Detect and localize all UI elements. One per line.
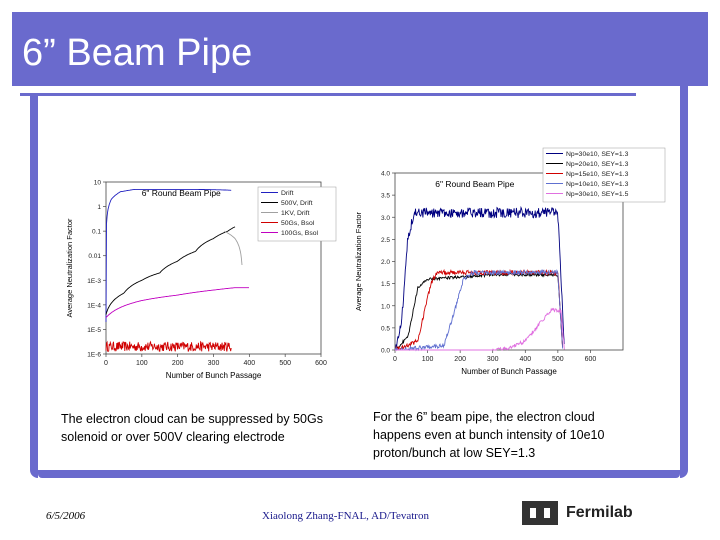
y-axis-label: Average Neutralization Factor bbox=[65, 218, 74, 318]
y-tick-label: 0.0 bbox=[381, 348, 390, 355]
y-tick-label: 1 bbox=[97, 204, 101, 211]
x-tick-label: 0 bbox=[104, 360, 108, 367]
y-tick-label: 1E-3 bbox=[87, 278, 101, 285]
footer-author: Xiaolong Zhang-FNAL, AD/Tevatron bbox=[262, 510, 429, 522]
series-line bbox=[105, 287, 249, 318]
frame-left-bar bbox=[30, 93, 38, 478]
series-line bbox=[105, 226, 236, 315]
logo-text: Fermilab bbox=[566, 504, 633, 521]
y-tick-label: 1.5 bbox=[381, 281, 390, 288]
x-tick-label: 600 bbox=[315, 360, 327, 367]
legend-label: Np=20e10, SEY=1.3 bbox=[566, 161, 629, 168]
y-tick-label: 0.1 bbox=[92, 229, 101, 236]
x-tick-label: 200 bbox=[172, 360, 184, 367]
series-line bbox=[395, 307, 565, 351]
legend-label: Drift bbox=[281, 190, 294, 197]
series-line bbox=[105, 188, 232, 323]
y-tick-label: 0.5 bbox=[381, 325, 390, 332]
y-tick-label: 3.5 bbox=[381, 193, 390, 200]
chart-title: 6" Round Beam Pipe bbox=[435, 179, 514, 189]
plot-area bbox=[394, 172, 624, 351]
chart-right: 6" Round Beam Pipe 0 100 200 300 400 500 600 0.0… bbox=[355, 147, 666, 376]
x-tick-label: 500 bbox=[279, 360, 291, 367]
caption-right: For the 6” beam pipe, the electron cloud… bbox=[373, 410, 605, 460]
x-tick-label: 400 bbox=[243, 360, 255, 367]
title-underline bbox=[20, 93, 636, 96]
legend-label: Np=10e10, SEY=1.3 bbox=[566, 181, 629, 188]
legend-label: 1KV, Drift bbox=[281, 210, 310, 217]
legend-label: Np=15e10, SEY=1.3 bbox=[566, 171, 629, 178]
x-tick-label: 300 bbox=[487, 356, 499, 363]
slide-title: 6” Beam Pipe bbox=[22, 32, 253, 74]
legend-label: 50Gs, Bsol bbox=[281, 220, 315, 227]
y-tick-label: 10 bbox=[94, 180, 102, 187]
y-tick-label: 4.0 bbox=[381, 171, 390, 178]
legend-label: Np=30e10, SEY=1.5 bbox=[566, 191, 629, 198]
frame-bottom-bar bbox=[38, 470, 680, 478]
y-tick-label: 1.0 bbox=[381, 303, 390, 310]
y-tick-label: 1E-5 bbox=[87, 327, 101, 334]
x-axis-label: Number of Bunch Passage bbox=[166, 371, 262, 380]
x-tick-label: 400 bbox=[519, 356, 531, 363]
chart-title: 6" Round Beam Pipe bbox=[142, 188, 221, 198]
x-tick-label: 300 bbox=[208, 360, 220, 367]
title-bar bbox=[12, 12, 708, 86]
fermilab-logo-icon bbox=[522, 501, 558, 525]
y-tick-label: 1E-4 bbox=[87, 302, 101, 309]
legend-box bbox=[542, 147, 666, 203]
x-tick-label: 100 bbox=[422, 356, 434, 363]
y-tick-label: 1E-6 bbox=[87, 352, 101, 359]
legend-label: 100Gs, Bsol bbox=[281, 230, 319, 237]
y-axis-label: Average Neutralization Factor bbox=[355, 211, 363, 311]
y-tick-label: 2.5 bbox=[381, 237, 390, 244]
x-axis-label: Number of Bunch Passage bbox=[461, 367, 557, 376]
legend-label: 500V, Drift bbox=[281, 200, 313, 207]
x-tick-label: 600 bbox=[585, 356, 597, 363]
caption-left: The electron cloud can be suppressed by … bbox=[61, 412, 323, 444]
series-line bbox=[395, 205, 565, 351]
x-tick-label: 100 bbox=[136, 360, 148, 367]
frame-right-bar bbox=[680, 86, 688, 478]
y-tick-label: 2.0 bbox=[381, 259, 390, 266]
series-line bbox=[224, 230, 243, 266]
series-line bbox=[394, 268, 564, 352]
footer-date: 6/5/2006 bbox=[46, 510, 86, 522]
chart-left: 6" Round Beam Pipe 0 100 200 300 400 500 600 1E-… bbox=[65, 180, 337, 380]
x-tick-label: 200 bbox=[454, 356, 466, 363]
legend-label: Np=30e10, SEY=1.3 bbox=[566, 151, 629, 158]
y-tick-label: 3.0 bbox=[381, 215, 390, 222]
series-line bbox=[105, 340, 232, 352]
x-tick-label: 500 bbox=[552, 356, 564, 363]
y-tick-label: 0.01 bbox=[88, 253, 101, 260]
x-tick-label: 0 bbox=[393, 356, 397, 363]
